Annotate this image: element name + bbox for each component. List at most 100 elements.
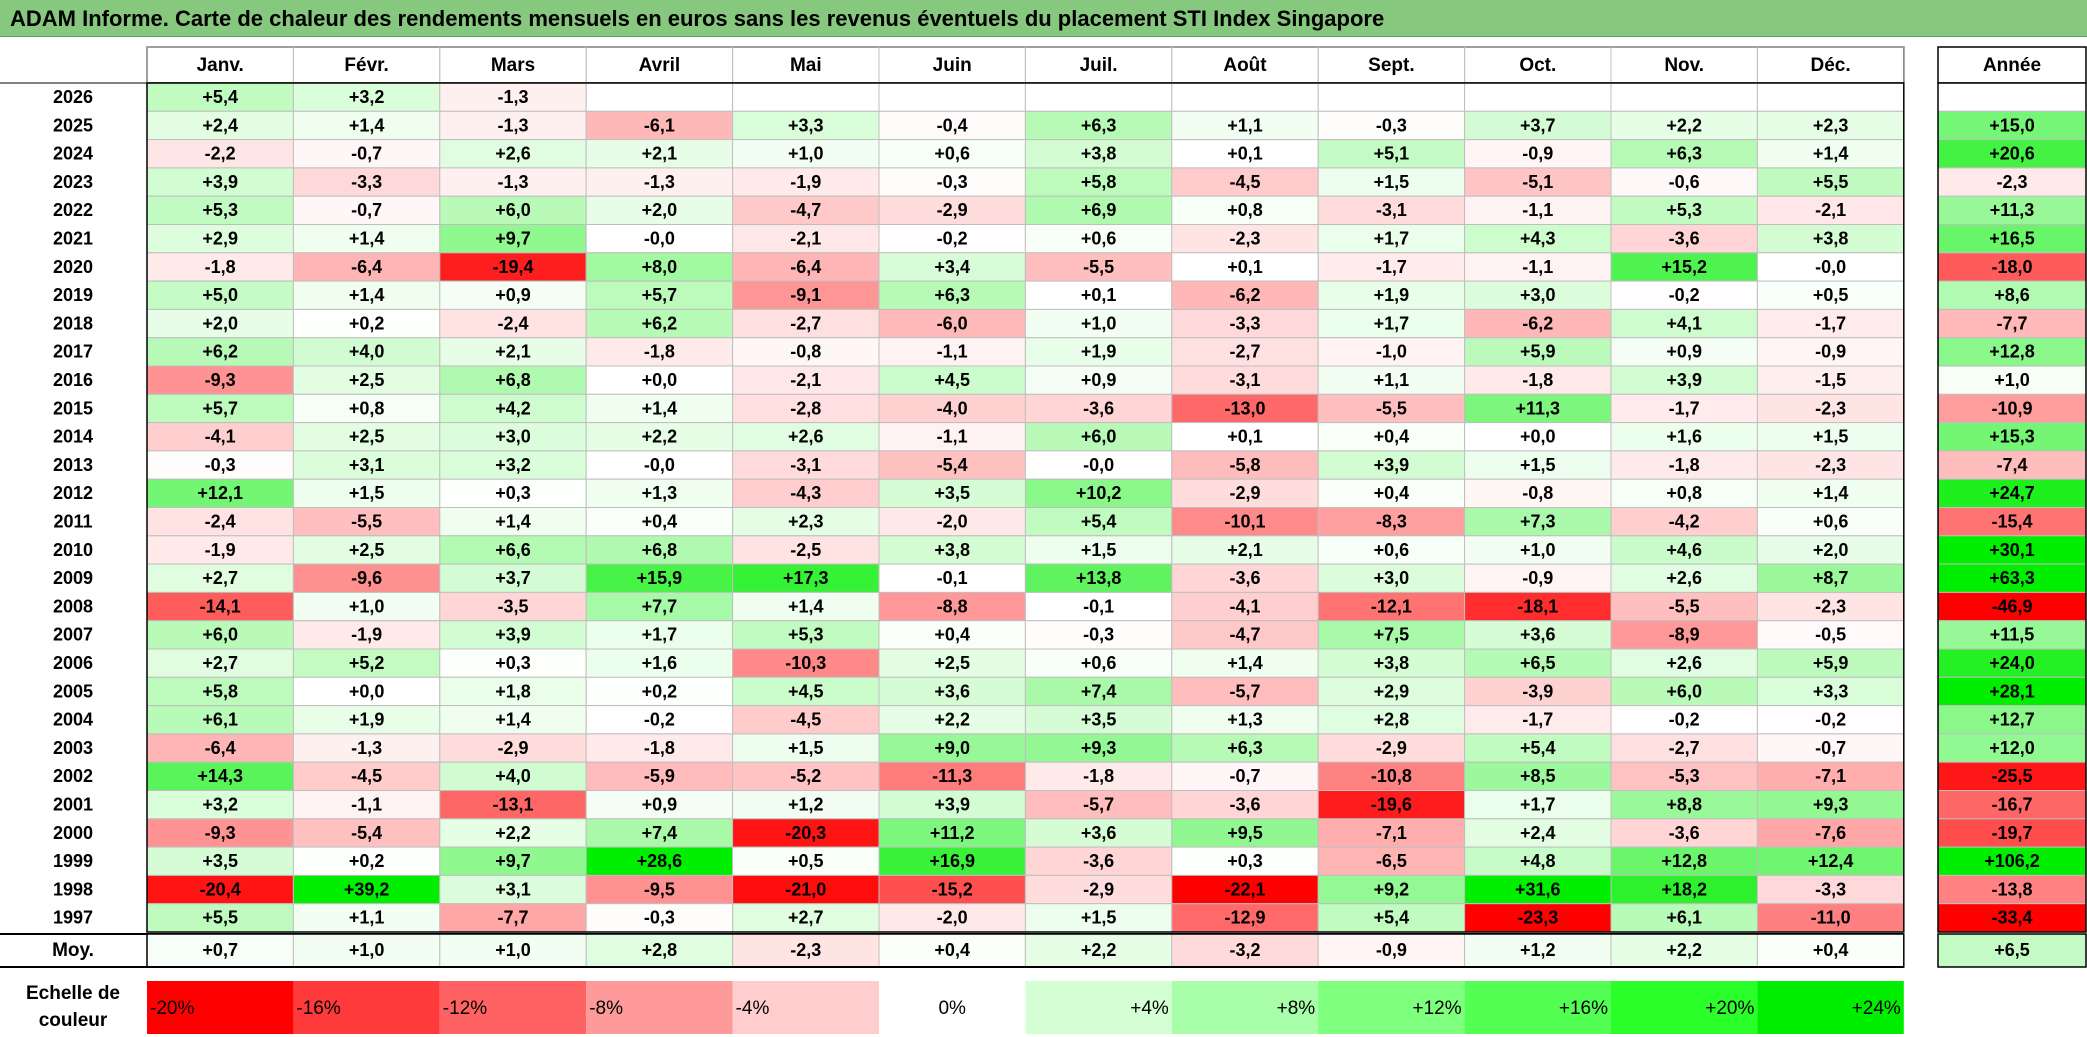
heatmap-cell-value: +12,1	[197, 483, 243, 503]
heatmap-cell-value: -0,7	[1229, 766, 1260, 786]
heatmap-cell	[146, 195, 294, 225]
heatmap-cell	[1464, 818, 1612, 848]
heatmap-cell	[439, 167, 587, 197]
month-header-label: Mai	[790, 55, 822, 76]
month-header-label: Janv.	[197, 55, 244, 76]
heatmap-cell-value: +1,6	[1666, 427, 1702, 447]
heatmap-cell-value: -0,9	[1815, 342, 1846, 362]
heatmap-cell	[732, 82, 880, 112]
heatmap-cell-value: -2,2	[205, 144, 236, 164]
heatmap-cell	[732, 620, 880, 650]
heatmap-cell-value: -3,1	[790, 455, 821, 475]
year-label: 2025	[53, 115, 93, 135]
color-scale-swatch	[1757, 981, 1904, 1034]
average-cell	[1756, 933, 1905, 968]
heatmap-cell-value: +3,1	[349, 455, 385, 475]
heatmap-cell-value: +5,4	[202, 87, 238, 107]
heatmap-cell	[1464, 337, 1612, 367]
annual-cell-value: +63,3	[1989, 568, 2035, 588]
heatmap-cell-value: +3,0	[495, 427, 531, 447]
heatmap-cell-value: +31,6	[1515, 879, 1561, 899]
heatmap-cell-value: -0,8	[1522, 483, 1553, 503]
annual-cell-value: -19,7	[1991, 823, 2032, 843]
heatmap-cell-value: -2,0	[937, 512, 968, 532]
heatmap-cell-value: +3,8	[1374, 653, 1410, 673]
heatmap-cell-value: +3,6	[1520, 625, 1556, 645]
heatmap-cell	[1756, 620, 1905, 650]
annual-cell-value: +106,2	[1984, 851, 2040, 871]
heatmap-cell-value: -6,2	[1522, 313, 1553, 333]
heatmap-cell-value: +10,2	[1076, 483, 1122, 503]
heatmap-cell	[1024, 393, 1173, 424]
heatmap-cell-value: -4,2	[1669, 512, 1700, 532]
heatmap-cell-value: -8,9	[1669, 625, 1700, 645]
heatmap-cell	[146, 337, 294, 367]
heatmap-cell-value: +11,2	[930, 823, 975, 843]
heatmap-cell-value: +0,1	[1227, 257, 1263, 277]
chart-title: ADAM Informe. Carte de chaleur des rende…	[0, 0, 2087, 37]
annual-cell	[1937, 591, 2087, 622]
heatmap-cell	[732, 846, 880, 876]
heatmap-cell-value: +1,7	[1374, 313, 1410, 333]
heatmap-cell-value: +6,3	[1227, 738, 1263, 758]
heatmap-cell	[732, 648, 880, 678]
heatmap-cell	[1317, 365, 1466, 395]
heatmap-cell-value: +0,0	[349, 681, 385, 701]
annual-cell	[1937, 167, 2087, 197]
heatmap-cell-value: -20,3	[785, 823, 826, 843]
heatmap-cell-value: -13,1	[492, 795, 533, 815]
heatmap-cell-value: -6,1	[644, 115, 675, 135]
heatmap-cell-value: -3,1	[1229, 370, 1260, 390]
heatmap-cell	[585, 705, 734, 735]
heatmap-cell-value: -23,3	[1517, 908, 1558, 928]
heatmap-cell-value: -5,5	[1376, 398, 1407, 418]
heatmap-cell-value: -9,5	[644, 879, 675, 899]
heatmap-cell	[878, 365, 1026, 395]
heatmap-cell-value: +1,7	[642, 625, 678, 645]
color-scale-swatch	[879, 981, 1026, 1034]
heatmap-cell-value: +1,5	[1374, 172, 1410, 192]
heatmap-cell	[292, 648, 441, 678]
heatmap-cell	[1317, 337, 1466, 367]
heatmap-cell-value: +2,2	[495, 823, 531, 843]
color-scale-step-label: +24%	[1852, 998, 1901, 1019]
heatmap-cell-value: -18,1	[1517, 596, 1558, 616]
heatmap-cell-value: +2,7	[202, 653, 238, 673]
heatmap-cell	[878, 82, 1026, 112]
heatmap-cell-value: -0,3	[1083, 625, 1114, 645]
heatmap-cell	[732, 535, 880, 565]
color-scale-step-label: +20%	[1705, 998, 1754, 1019]
heatmap-cell-value: +1,4	[1227, 653, 1263, 673]
heatmap-cell	[292, 903, 441, 933]
heatmap-cell-value: -1,3	[497, 87, 528, 107]
heatmap-cell	[878, 903, 1026, 933]
heatmap-cell-value: -7,6	[1815, 823, 1846, 843]
heatmap-cell	[1464, 903, 1612, 933]
heatmap-cell-value: -5,7	[1229, 681, 1260, 701]
heatmap-cell	[732, 139, 880, 169]
heatmap-cell-value: +1,3	[1227, 710, 1263, 730]
heatmap-cell-value: +7,4	[642, 823, 678, 843]
heatmap-cell-value: -5,1	[1522, 172, 1553, 192]
heatmap-cell-value: +2,3	[788, 512, 824, 532]
heatmap-cell	[1610, 535, 1758, 565]
heatmap-cell	[1464, 620, 1612, 650]
heatmap-cell-value: +15,9	[637, 568, 683, 588]
color-scale-swatch	[1171, 981, 1319, 1034]
heatmap-cell-value: +1,5	[349, 483, 385, 503]
heatmap-cell-value: +0,5	[1813, 285, 1849, 305]
heatmap-cell-value: +3,9	[495, 625, 531, 645]
heatmap-cell-value: -10,8	[1371, 766, 1412, 786]
heatmap-cell	[878, 761, 1026, 792]
heatmap-cell-value: -0,0	[1815, 257, 1846, 277]
heatmap-cell-value: +3,9	[202, 172, 238, 192]
heatmap-cell-value: +5,3	[202, 200, 238, 220]
year-label: 2019	[53, 285, 93, 305]
heatmap-cell-value: -1,1	[937, 427, 968, 447]
heatmap-cell	[1610, 280, 1758, 310]
heatmap-cell	[1171, 139, 1319, 169]
annual-cell-value: +20,6	[1989, 144, 2035, 164]
heatmap-cell	[585, 365, 734, 395]
heatmap-cell	[1171, 252, 1319, 282]
annual-cell	[1937, 705, 2087, 735]
